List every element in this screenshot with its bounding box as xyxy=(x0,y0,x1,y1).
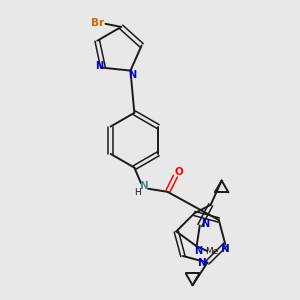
Text: N: N xyxy=(95,61,103,71)
Text: N: N xyxy=(128,70,136,80)
Text: O: O xyxy=(174,167,183,177)
Text: N: N xyxy=(221,244,230,254)
Text: H: H xyxy=(134,188,140,197)
Text: Br: Br xyxy=(91,18,104,28)
Text: N: N xyxy=(194,246,202,256)
Text: N: N xyxy=(198,257,207,268)
Text: N: N xyxy=(140,181,148,191)
Text: N: N xyxy=(201,219,209,229)
Text: Me: Me xyxy=(205,247,219,256)
